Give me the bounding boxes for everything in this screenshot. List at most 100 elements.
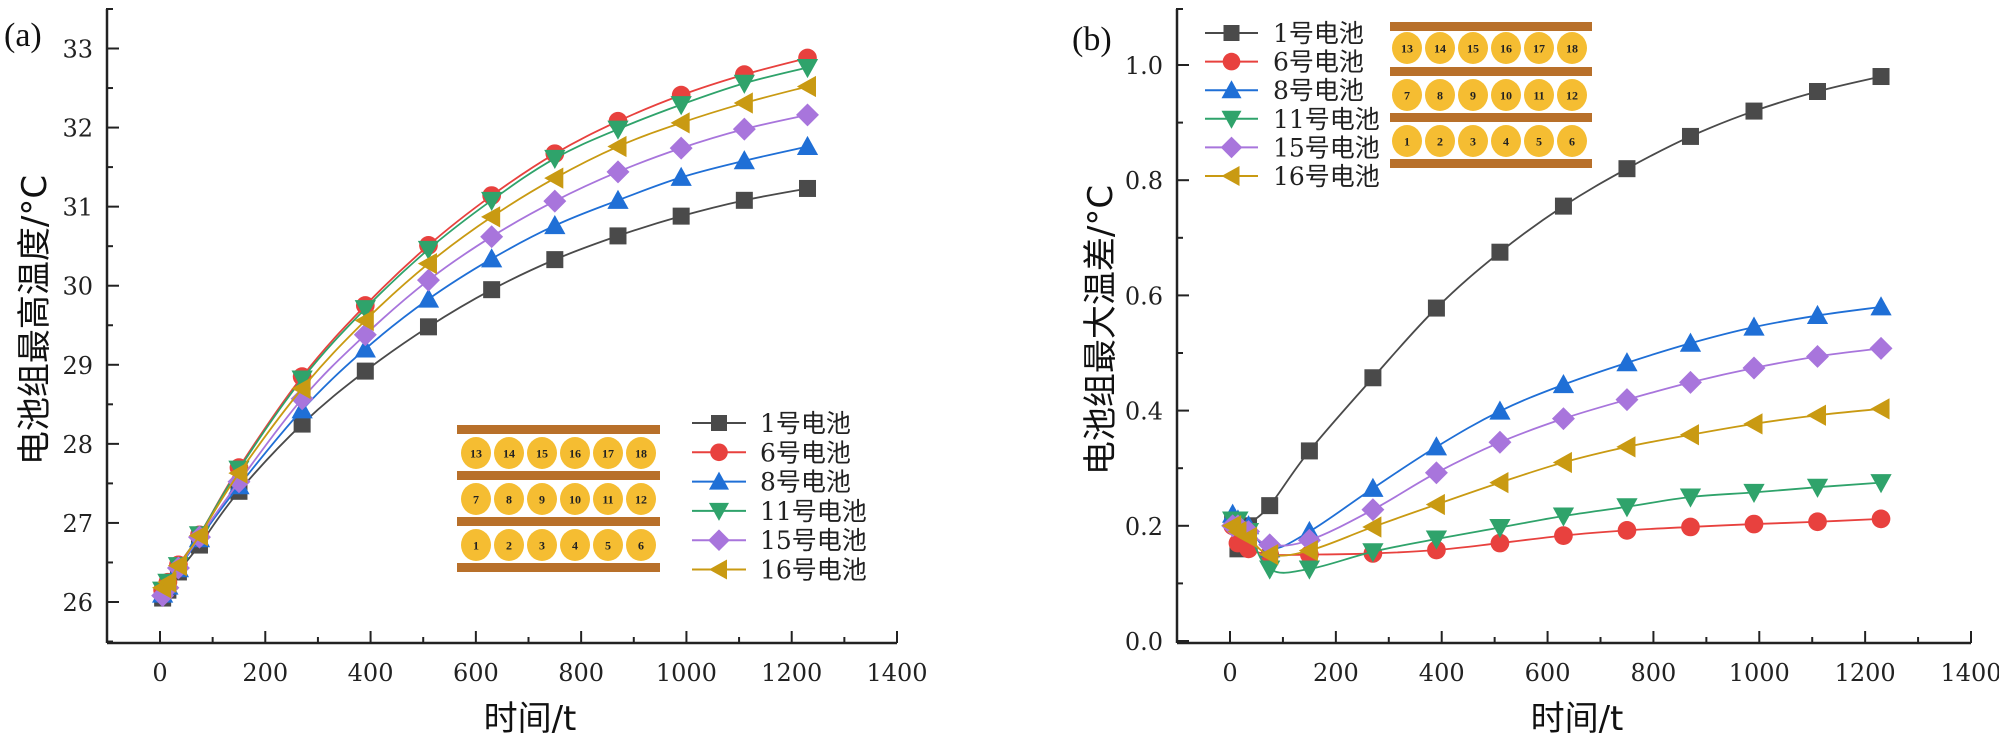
data-point [670,96,692,116]
data-point [417,252,437,275]
battery-cell-icon [1458,32,1488,64]
x-tick-label: 200 [242,659,288,687]
battery-cell: 1 [461,529,491,561]
battery-cell: 13 [1392,32,1422,64]
battery-cell-icon [1425,32,1455,64]
battery-cell-icon [626,437,656,469]
legend-label: 6号电池 [760,438,851,467]
battery-cell-icon [1557,32,1587,64]
y-tick-label: 0.0 [1125,628,1163,656]
data-point [1261,497,1279,515]
battery-cell-icon [626,529,656,561]
battery-cell: 16 [1491,32,1521,64]
panel-b-temperature-difference-chart: 0 200 400 600 800 1000 1200 1400 0.0 0.2 0.4 0.6 0.8… [1072,8,1999,739]
data-point [1679,370,1702,394]
y-tick-label: 31 [62,194,93,222]
x-tick-label: 800 [558,659,604,687]
legend-marker-icon [711,415,727,431]
data-point [1616,498,1638,518]
battery-cell-icon [1491,125,1521,157]
legend-label: 6号电池 [1273,48,1364,77]
cooling-plate [1390,159,1592,168]
battery-cell: 6 [626,529,656,561]
x-tick-label: 1000 [1729,659,1790,687]
legend-marker-icon [708,529,730,551]
legend-marker-icon [1221,166,1240,186]
data-point [670,166,692,186]
legend-label: 1号电池 [1273,19,1364,48]
data-point [1237,526,1258,548]
data-point [1806,304,1829,325]
y-axis-title: 电池组最大温差/°C [1081,185,1121,475]
battery-cell-icon [1425,79,1455,111]
battery-cell: 16 [560,437,590,469]
data-point [1427,299,1445,317]
legend-marker-icon [710,443,728,462]
y-tick-label: 32 [62,115,93,143]
legend-item: 11号电池 [1205,105,1380,134]
battery-cell-number: 8 [506,493,512,507]
series-line [1232,481,1882,574]
y-tick-label: 0.2 [1125,513,1163,541]
battery-cell-number: 8 [1437,89,1443,103]
data-point [1361,498,1385,522]
legend-label: 8号电池 [1273,76,1364,105]
y-tick-label: 29 [62,352,93,380]
battery-cell-number: 3 [539,539,545,553]
data-point [669,136,693,160]
data-point [546,251,564,269]
battery-cell: 14 [1425,32,1455,64]
legend-item: 8号电池 [692,468,851,497]
data-point [1870,398,1890,420]
battery-cell-icon [527,529,557,561]
battery-cell: 17 [593,437,623,469]
panel-a-temperature-chart: 0 200 400 600 800 1000 1200 1400262728293031323… [4,8,928,739]
data-point [732,117,756,141]
battery-cell: 12 [1557,79,1587,111]
legend-marker-icon [709,502,729,521]
legend-item: 1号电池 [1205,19,1364,48]
battery-cell-number: 2 [506,539,512,553]
battery-layout-inset: 13 14 15 16 17 187 8 9 10 11 121 2 3 4 5 6 [1390,22,1592,168]
legend-marker-icon [709,559,727,580]
battery-cell-icon [461,529,491,561]
x-tick-label: 1200 [761,659,822,687]
x-tick-label: 1400 [866,659,927,687]
data-point [1615,388,1639,412]
battery-cell-number: 9 [1470,89,1476,103]
data-point [670,112,690,134]
x-tick-label: 600 [453,659,499,687]
battery-cell-icon [1491,32,1521,64]
data-point [354,309,374,332]
data-point [1870,474,1892,494]
data-point [293,415,311,433]
battery-cell: 13 [461,437,491,469]
battery-cell: 9 [527,483,557,515]
battery-cell-number: 18 [1566,42,1578,56]
legend-label: 15号电池 [1273,133,1380,162]
legend-item: 16号电池 [692,556,867,585]
battery-cell-icon [626,483,656,515]
data-point [481,248,503,268]
data-point [1425,530,1448,550]
legend-item: 11号电池 [692,497,867,526]
battery-cell-number: 2 [1437,135,1443,149]
data-point [672,207,690,225]
series-16号电池 [1222,398,1890,566]
data-point [1809,82,1827,100]
x-tick-label: 1400 [1940,659,1999,687]
battery-cell-icon [1557,125,1587,157]
battery-cell-number: 5 [605,539,611,553]
battery-cell: 11 [593,483,623,515]
data-point [417,288,440,308]
battery-cell-number: 17 [602,447,614,461]
x-tick-label: 1000 [656,659,717,687]
x-axis-title: 时间/t [484,699,577,739]
battery-cell-icon [527,437,557,469]
data-point [1259,560,1281,580]
data-point [1808,512,1827,532]
battery-cell-number: 15 [1467,42,1479,56]
panel-label: (b) [1072,21,1112,58]
